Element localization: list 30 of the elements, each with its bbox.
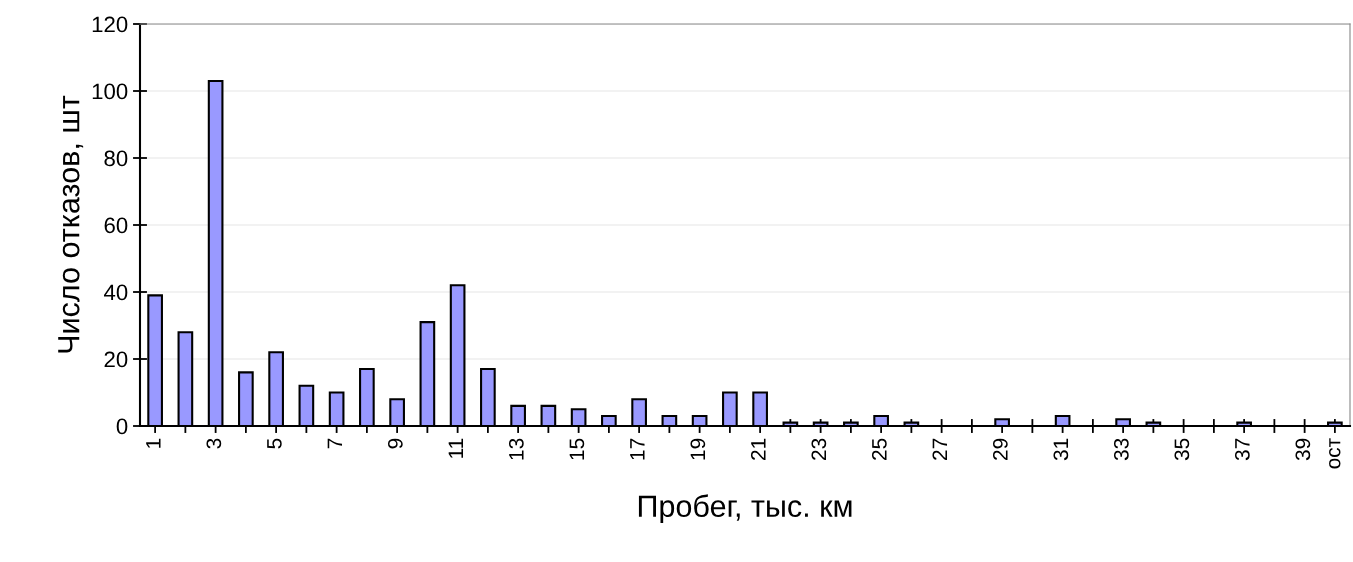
y-tick-label: 0 — [116, 418, 128, 435]
y-tick-label: 20 — [104, 351, 128, 368]
x-tick-label: 15 — [569, 438, 585, 460]
y-tick-label: 60 — [104, 217, 128, 234]
x-tick-label: ост — [1329, 438, 1341, 469]
x-tick-label: 37 — [1234, 438, 1250, 461]
y-tick-label: 80 — [104, 150, 128, 167]
x-tick-label: 21 — [750, 438, 766, 460]
x-tick-label: 7 — [327, 438, 343, 449]
x-tick-label: 19 — [690, 438, 706, 460]
y-tick-label: 40 — [103, 284, 128, 301]
x-tick-label: 29 — [992, 438, 1008, 460]
y-tick-label: 100 — [92, 83, 128, 100]
y-axis-title: Число отказов, шт — [58, 95, 84, 353]
x-tick-label: 33 — [1113, 438, 1129, 461]
x-tick-label: 27 — [932, 438, 948, 460]
x-tick-label: 39 — [1295, 438, 1311, 461]
x-tick-label: 13 — [508, 438, 524, 460]
x-tick-label: 25 — [871, 438, 887, 460]
x-axis-title: Пробег, тыс. км — [638, 494, 852, 524]
x-tick-label: 9 — [387, 438, 403, 449]
x-tick-label: 23 — [811, 438, 827, 460]
y-tick-label: 120 — [92, 16, 128, 33]
x-tick-label: 31 — [1053, 438, 1069, 461]
x-tick-label: 3 — [206, 438, 222, 449]
x-tick-label: 17 — [630, 438, 645, 460]
x-tick-label: 11 — [448, 438, 464, 458]
x-tick-label: 35 — [1174, 438, 1190, 461]
x-tick-label: 5 — [267, 438, 282, 449]
x-tick-label: 1 — [146, 438, 161, 448]
